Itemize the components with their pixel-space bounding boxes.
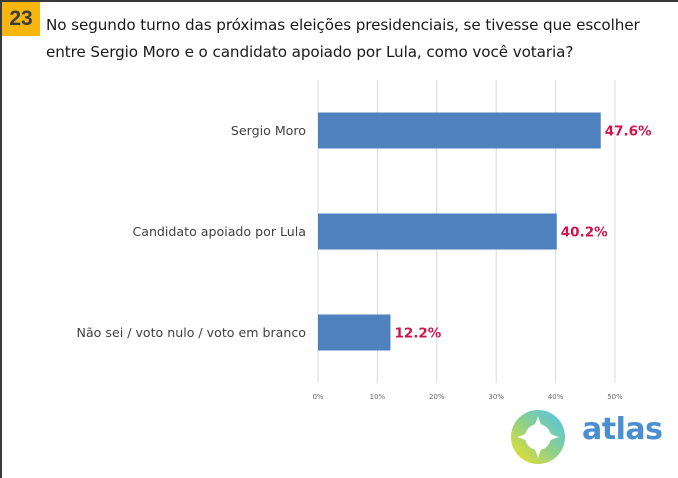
labels: 0% 10% 20% 30% 40% 50% Sergio Moro 47.6% Candida… <box>77 123 653 401</box>
value-label: 12.2% <box>394 326 441 342</box>
atlas-logo: atlas <box>510 408 663 468</box>
x-tick-label: 50% <box>607 393 623 401</box>
frame-border-top <box>0 0 678 2</box>
x-tick-label: 30% <box>488 393 504 401</box>
bar <box>318 314 391 351</box>
x-tick-label: 0% <box>312 393 323 401</box>
category-label: Candidato apoiado por Lula <box>132 224 306 239</box>
category-label: Sergio Moro <box>231 123 306 138</box>
logo-wordmark: atlas <box>582 412 663 447</box>
value-label: 40.2% <box>561 225 608 241</box>
x-tick-label: 20% <box>429 393 445 401</box>
bars <box>318 112 601 351</box>
value-label: 47.6% <box>605 124 652 140</box>
question-number-badge: 23 <box>2 2 40 36</box>
bar <box>318 213 557 250</box>
frame-border-left <box>0 0 2 478</box>
compass-star-ring-icon <box>511 410 565 464</box>
x-tick-label: 10% <box>370 393 386 401</box>
question-title: No segundo turno das próximas eleições p… <box>46 16 640 61</box>
x-tick-label: 40% <box>548 393 564 401</box>
category-label: Não sei / voto nulo / voto em branco <box>77 325 307 340</box>
bar <box>318 112 601 149</box>
